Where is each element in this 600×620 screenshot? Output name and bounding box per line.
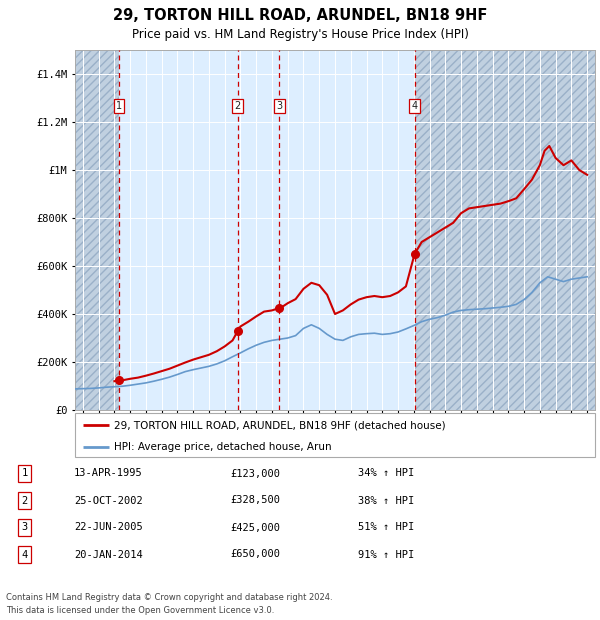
Text: £650,000: £650,000 [230,549,280,559]
Text: 29, TORTON HILL ROAD, ARUNDEL, BN18 9HF (detached house): 29, TORTON HILL ROAD, ARUNDEL, BN18 9HF … [114,420,446,430]
Text: 38% ↑ HPI: 38% ↑ HPI [358,495,414,505]
Text: 51% ↑ HPI: 51% ↑ HPI [358,523,414,533]
Text: Price paid vs. HM Land Registry's House Price Index (HPI): Price paid vs. HM Land Registry's House … [131,28,469,41]
Text: 1: 1 [22,469,28,479]
Text: 3: 3 [22,523,28,533]
Text: 4: 4 [22,549,28,559]
Text: 25-OCT-2002: 25-OCT-2002 [74,495,143,505]
Text: £425,000: £425,000 [230,523,280,533]
Text: £328,500: £328,500 [230,495,280,505]
Bar [75,50,119,410]
Text: 13-APR-1995: 13-APR-1995 [74,469,143,479]
Text: £123,000: £123,000 [230,469,280,479]
Text: 29, TORTON HILL ROAD, ARUNDEL, BN18 9HF: 29, TORTON HILL ROAD, ARUNDEL, BN18 9HF [113,8,487,23]
Text: 2: 2 [235,101,241,111]
Text: HPI: Average price, detached house, Arun: HPI: Average price, detached house, Arun [114,442,332,453]
Text: 1: 1 [116,101,122,111]
Text: 3: 3 [277,101,283,111]
Text: 4: 4 [412,101,418,111]
Text: 20-JAN-2014: 20-JAN-2014 [74,549,143,559]
Text: Contains HM Land Registry data © Crown copyright and database right 2024.: Contains HM Land Registry data © Crown c… [6,593,332,602]
Text: 2: 2 [22,495,28,505]
Text: 22-JUN-2005: 22-JUN-2005 [74,523,143,533]
Text: 91% ↑ HPI: 91% ↑ HPI [358,549,414,559]
Bar [415,50,595,410]
Text: 34% ↑ HPI: 34% ↑ HPI [358,469,414,479]
Text: This data is licensed under the Open Government Licence v3.0.: This data is licensed under the Open Gov… [6,606,274,615]
